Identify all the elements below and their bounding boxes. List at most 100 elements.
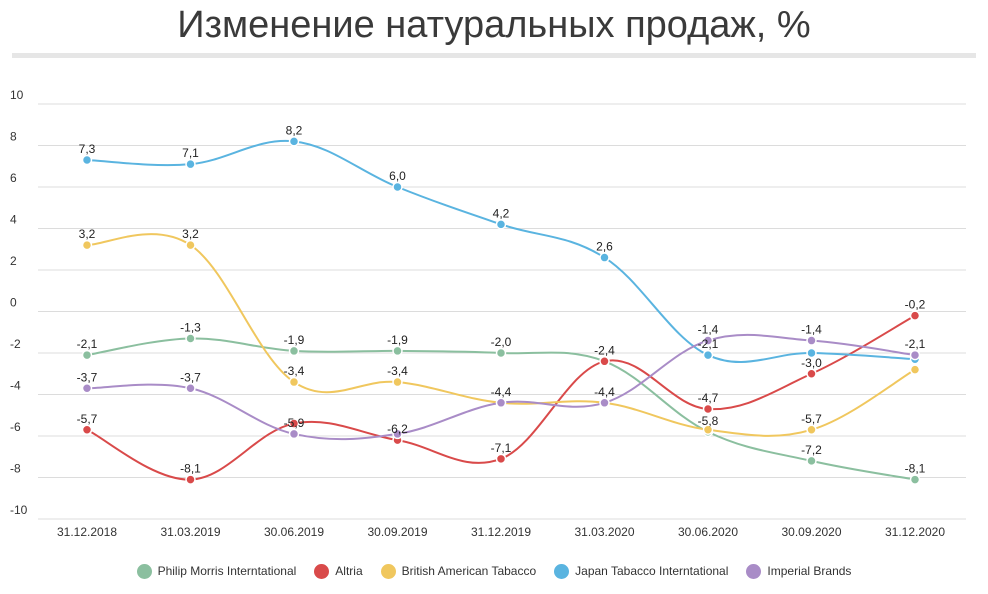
legend-swatch [746, 563, 762, 579]
legend-swatch [136, 563, 152, 579]
x-tick-label: 30.06.2020 [678, 525, 738, 539]
y-tick-label: 6 [10, 171, 17, 185]
legend-item: Imperial Brands [746, 563, 852, 579]
data-point [806, 368, 817, 379]
data-label: 8,2 [286, 123, 303, 137]
legend-item: British American Tabacco [380, 563, 537, 579]
data-point [702, 424, 714, 436]
data-point [288, 376, 300, 388]
x-tick-label: 30.06.2019 [264, 525, 324, 539]
legend-label: Imperial Brands [767, 564, 852, 578]
x-tick-label: 31.03.2019 [160, 525, 220, 539]
data-label: 2,6 [596, 240, 613, 254]
data-point [702, 403, 714, 415]
chart-legend: Philip Morris Interntational Altria Britis… [0, 560, 988, 582]
data-point [909, 349, 921, 361]
data-point [806, 455, 817, 467]
y-tick-label: -4 [10, 379, 21, 393]
data-point [185, 474, 196, 485]
data-label: -1,4 [698, 323, 719, 337]
legend-swatch [380, 563, 396, 579]
data-label: -5,9 [284, 416, 305, 430]
legend-label: Philip Morris Interntational [157, 564, 297, 578]
data-point [392, 345, 403, 357]
data-point [599, 252, 610, 263]
data-label: -1,9 [284, 333, 305, 347]
data-point [495, 347, 507, 359]
y-tick-label: -8 [10, 462, 21, 476]
data-point [702, 349, 714, 361]
data-label: -3,4 [387, 364, 408, 378]
data-point [392, 181, 403, 193]
data-label: 3,2 [182, 227, 199, 241]
data-label: -4,4 [491, 385, 512, 399]
legend-swatch [554, 563, 570, 579]
legend-label: Japan Tabacco Interntational [575, 564, 729, 578]
data-label: -2,1 [77, 337, 98, 351]
data-point [288, 418, 300, 429]
data-point [392, 428, 403, 440]
data-label: -1,4 [801, 323, 822, 337]
x-tick-label: 30.09.2019 [367, 525, 427, 539]
legend-swatch [314, 563, 330, 579]
x-tick-label: 31.12.2018 [57, 525, 117, 539]
data-label: -4,4 [594, 385, 615, 399]
data-point [392, 376, 403, 388]
x-tick-label: 31.03.2020 [574, 525, 634, 539]
data-point [702, 335, 714, 346]
data-point [599, 356, 610, 367]
data-point [288, 345, 300, 357]
y-tick-label: 0 [10, 296, 17, 310]
data-label: 6,0 [389, 169, 406, 183]
data-label: 3,2 [79, 227, 96, 241]
data-point [495, 397, 507, 409]
title-divider [12, 53, 976, 58]
data-label: -3,7 [77, 370, 98, 384]
data-point [81, 154, 93, 166]
data-point [185, 158, 196, 170]
data-point [909, 474, 921, 485]
data-label: -3,4 [284, 364, 305, 378]
data-label: -5,7 [801, 412, 822, 426]
data-point [81, 239, 93, 251]
data-point [599, 397, 610, 409]
data-label: -0,2 [905, 298, 926, 312]
y-tick-label: 10 [10, 88, 24, 102]
data-point [495, 453, 507, 465]
data-label: -8,1 [180, 462, 201, 476]
data-point [806, 335, 817, 346]
x-tick-label: 31.12.2019 [471, 525, 531, 539]
data-point [495, 219, 507, 230]
data-point [806, 347, 817, 359]
data-label: -2,1 [905, 337, 926, 351]
data-label: -7,1 [491, 441, 512, 455]
y-tick-label: 8 [10, 130, 17, 144]
legend-label: British American Tabacco [401, 564, 537, 578]
data-label: -2,4 [594, 343, 615, 357]
legend-item: Altria [314, 563, 363, 579]
data-label: -5,8 [698, 414, 719, 428]
data-point [81, 424, 93, 436]
data-point [185, 383, 196, 394]
data-label: 7,3 [79, 142, 96, 156]
y-tick-label: 2 [10, 254, 17, 268]
data-label: -3,7 [180, 370, 201, 384]
data-label: 4,2 [493, 206, 510, 220]
data-label: -1,3 [180, 320, 201, 334]
chart-title: Изменение натуральных продаж, % [177, 4, 811, 46]
data-point [185, 239, 196, 251]
data-point [81, 349, 93, 361]
x-tick-label: 31.12.2020 [885, 525, 945, 539]
legend-label: Altria [335, 564, 363, 578]
data-point [288, 136, 300, 147]
legend-item: Philip Morris Interntational [136, 563, 297, 579]
x-tick-label: 30.09.2020 [781, 525, 841, 539]
y-tick-label: 4 [10, 213, 17, 227]
data-point [806, 424, 817, 436]
data-point [185, 333, 196, 344]
data-point [909, 310, 921, 321]
data-label: -5,7 [77, 412, 98, 426]
data-label: -7,2 [801, 443, 822, 457]
data-label: -4,7 [698, 391, 719, 405]
